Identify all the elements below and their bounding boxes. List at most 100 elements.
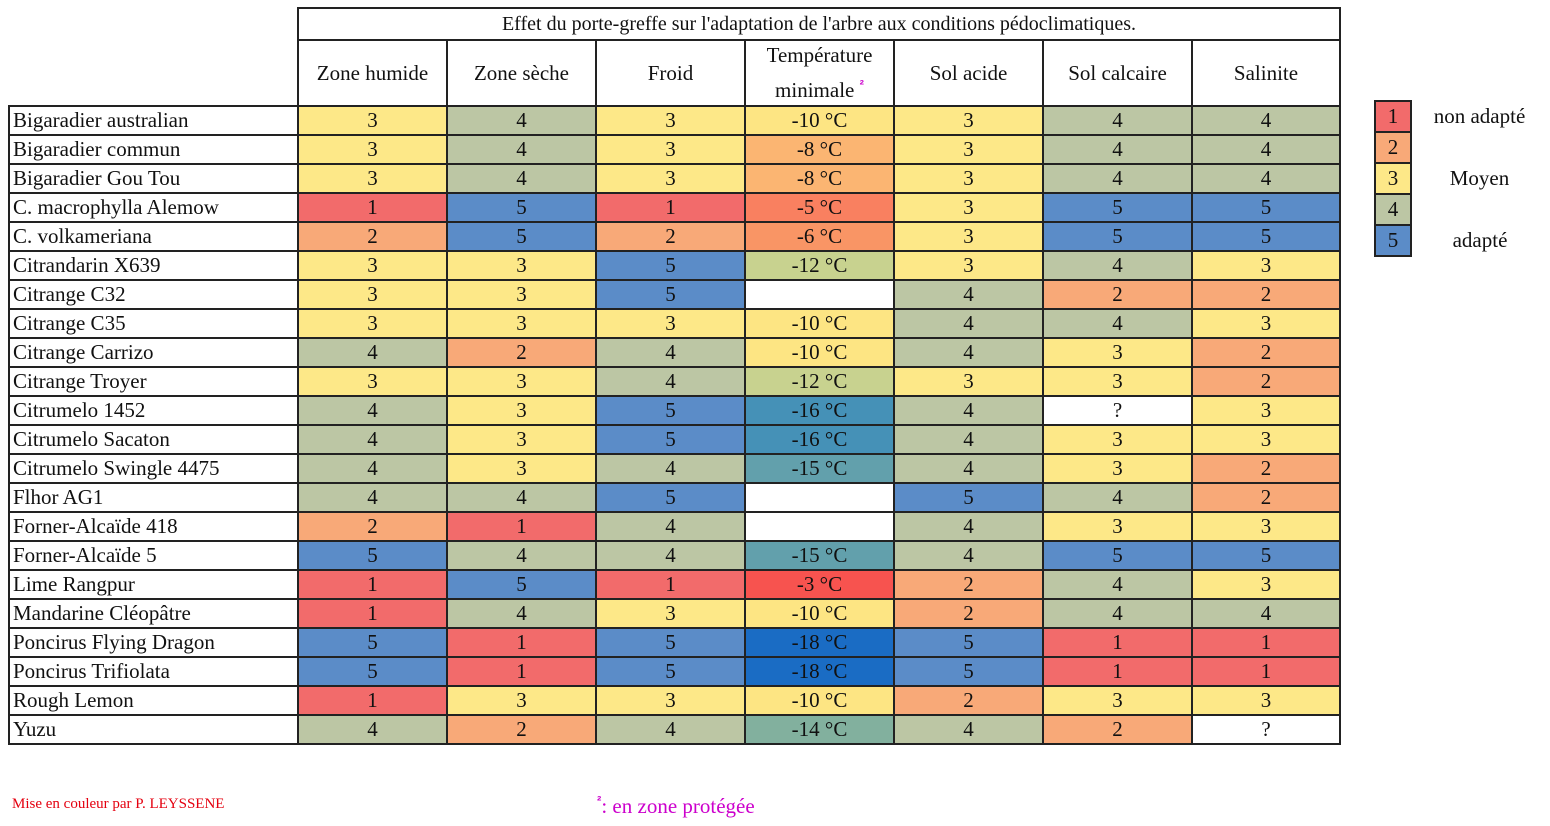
legend-item: 4 — [1374, 193, 1548, 226]
footnote-marker: ² — [597, 793, 602, 808]
row-label: Citrumelo 1452 — [8, 395, 299, 426]
legend-swatch: 5 — [1374, 224, 1412, 257]
score-cell: 2 — [297, 221, 448, 252]
score-cell: 4 — [893, 279, 1044, 310]
score-cell: -12 °C — [744, 366, 895, 397]
table-title: Effet du porte-greffe sur l'adaptation d… — [297, 7, 1341, 41]
table-row: Citrange Carrizo 4 2 4 -10 °C 4 3 2 — [8, 337, 1341, 368]
score-cell: 4 — [1042, 569, 1193, 600]
score-cell: 4 — [1042, 598, 1193, 629]
score-cell: 5 — [446, 569, 597, 600]
row-label: Forner-Alcaïde 5 — [8, 540, 299, 571]
score-cell: 3 — [595, 163, 746, 194]
table-row: Citrandarin X639 3 3 5 -12 °C 3 4 3 — [8, 250, 1341, 281]
row-label: Yuzu — [8, 714, 299, 745]
legend-swatch: 3 — [1374, 162, 1412, 195]
table-row: Citrumelo Sacaton 4 3 5 -16 °C 4 3 3 — [8, 424, 1341, 455]
score-cell: 4 — [1191, 134, 1341, 165]
score-cell: 2 — [297, 511, 448, 542]
table-row: Citrange C32 3 3 5 4 2 2 — [8, 279, 1341, 310]
score-cell: 4 — [1042, 163, 1193, 194]
score-cell: 4 — [893, 424, 1044, 455]
score-cell: -16 °C — [744, 424, 895, 455]
table-row: Bigaradier Gou Tou 3 4 3 -8 °C 3 4 4 — [8, 163, 1341, 194]
score-cell: 2 — [446, 337, 597, 368]
score-cell: 3 — [1042, 511, 1193, 542]
score-cell: 3 — [297, 279, 448, 310]
table-row: Mandarine Cléopâtre 1 4 3 -10 °C 2 4 4 — [8, 598, 1341, 629]
score-cell: 3 — [297, 308, 448, 339]
table-row: Citrumelo Swingle 4475 4 3 4 -15 °C 4 3 2 — [8, 453, 1341, 484]
score-cell: 4 — [297, 395, 448, 426]
score-cell: -12 °C — [744, 250, 895, 281]
row-label: Mandarine Cléopâtre — [8, 598, 299, 629]
score-cell: ? — [1191, 714, 1341, 745]
score-cell: 3 — [1042, 685, 1193, 716]
score-cell: 3 — [595, 105, 746, 136]
col-header-sol-acide: Sol acide — [893, 39, 1044, 107]
credit-text: Mise en couleur par P. LEYSSENE — [12, 796, 225, 812]
table-row: Lime Rangpur 1 5 1 -3 °C 2 4 3 — [8, 569, 1341, 600]
score-cell: 3 — [595, 598, 746, 629]
score-cell: 4 — [297, 424, 448, 455]
score-cell: 4 — [1042, 134, 1193, 165]
score-cell: 4 — [893, 308, 1044, 339]
score-cell: 3 — [1191, 685, 1341, 716]
score-cell: 3 — [1191, 569, 1341, 600]
legend-label: Moyen — [1449, 166, 1510, 190]
score-cell: 2 — [1191, 366, 1341, 397]
row-label: Citrange Carrizo — [8, 337, 299, 368]
score-cell: 1 — [446, 627, 597, 658]
score-cell: 4 — [297, 714, 448, 745]
score-cell: 2 — [893, 598, 1044, 629]
row-label: C. macrophylla Alemow — [8, 192, 299, 223]
score-cell: 4 — [1042, 250, 1193, 281]
score-cell: 2 — [1191, 279, 1341, 310]
score-cell: 4 — [446, 598, 597, 629]
row-label: Bigaradier australian — [8, 105, 299, 136]
score-cell: 3 — [297, 105, 448, 136]
score-cell: -8 °C — [744, 163, 895, 194]
score-cell: 1 — [297, 569, 448, 600]
score-cell: 4 — [446, 482, 597, 513]
table-row: Bigaradier commun 3 4 3 -8 °C 3 4 4 — [8, 134, 1341, 165]
score-cell: 3 — [893, 250, 1044, 281]
legend-label — [1411, 132, 1548, 163]
row-label: Bigaradier Gou Tou — [8, 163, 299, 194]
row-label: Forner-Alcaïde 418 — [8, 511, 299, 542]
score-cell: 2 — [893, 685, 1044, 716]
score-cell: 2 — [595, 221, 746, 252]
score-cell: 3 — [1042, 366, 1193, 397]
table-row: Forner-Alcaïde 418 2 1 4 4 3 3 — [8, 511, 1341, 542]
score-cell: 1 — [297, 685, 448, 716]
score-cell: 3 — [297, 250, 448, 281]
score-cell: 5 — [893, 482, 1044, 513]
col-header-sol-calcaire: Sol calcaire — [1042, 39, 1193, 107]
score-cell: 3 — [446, 395, 597, 426]
score-cell: -10 °C — [744, 685, 895, 716]
score-cell: 5 — [1191, 221, 1341, 252]
legend-item: 3 Moyen — [1374, 162, 1548, 195]
score-cell: 5 — [595, 424, 746, 455]
score-cell: 5 — [446, 192, 597, 223]
score-cell: 5 — [297, 656, 448, 687]
table-row: Citrumelo 1452 4 3 5 -16 °C 4? 3 — [8, 395, 1341, 426]
score-cell: 2 — [1191, 482, 1341, 513]
score-cell: 5 — [893, 627, 1044, 658]
score-cell: 3 — [1042, 453, 1193, 484]
score-cell: 4 — [595, 540, 746, 571]
score-cell: 1 — [1191, 627, 1341, 658]
table-row: Poncirus Flying Dragon 5 1 5 -18 °C 5 1 1 — [8, 627, 1341, 658]
score-cell: -10 °C — [744, 598, 895, 629]
score-cell: 5 — [1191, 540, 1341, 571]
score-cell: 3 — [893, 221, 1044, 252]
score-cell: -10 °C — [744, 337, 895, 368]
row-label: Citrumelo Swingle 4475 — [8, 453, 299, 484]
table-row: Forner-Alcaïde 5 5 4 4 -15 °C 4 5 5 — [8, 540, 1341, 571]
table-row: C. macrophylla Alemow 1 5 1 -5 °C 3 5 5 — [8, 192, 1341, 223]
row-label: Bigaradier commun — [8, 134, 299, 165]
score-cell: -18 °C — [744, 627, 895, 658]
row-label: Citrumelo Sacaton — [8, 424, 299, 455]
legend-swatch: 4 — [1374, 193, 1412, 226]
legend-item: 5 adapté — [1374, 224, 1548, 257]
